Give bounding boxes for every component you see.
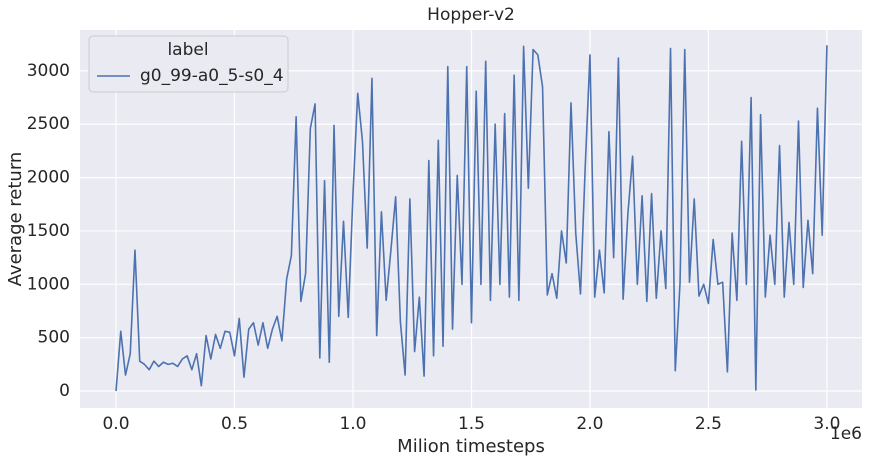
y-tick-label: 1500 [27, 221, 70, 241]
legend-title: label [167, 40, 208, 60]
legend: label g0_99-a0_5-s0_4 [88, 35, 289, 93]
legend-label: g0_99-a0_5-s0_4 [140, 66, 284, 86]
x-offset-label: 1e6 [830, 424, 862, 444]
y-axis-label: Average return [5, 152, 26, 287]
chart-title: Hopper-v2 [427, 5, 515, 25]
x-tick-label: 2.5 [695, 414, 722, 434]
y-tick-label: 2000 [27, 168, 70, 188]
x-tick-label: 3.0 [813, 414, 840, 434]
y-tick-label: 3000 [27, 61, 70, 81]
legend-box [88, 35, 289, 93]
x-tick-label: 2.0 [576, 414, 603, 434]
x-tick-label: 0.0 [102, 414, 129, 434]
x-axis-label: Milion timesteps [397, 436, 545, 457]
y-tick-label: 2500 [27, 114, 70, 134]
y-tick-label: 500 [38, 328, 70, 348]
y-tick-label: 0 [59, 381, 70, 401]
x-tick-label: 0.5 [221, 414, 248, 434]
x-tick-label: 1.5 [458, 414, 485, 434]
x-tick-label: 1.0 [339, 414, 366, 434]
line-series [115, 45, 828, 392]
y-tick-label: 1000 [27, 274, 70, 294]
